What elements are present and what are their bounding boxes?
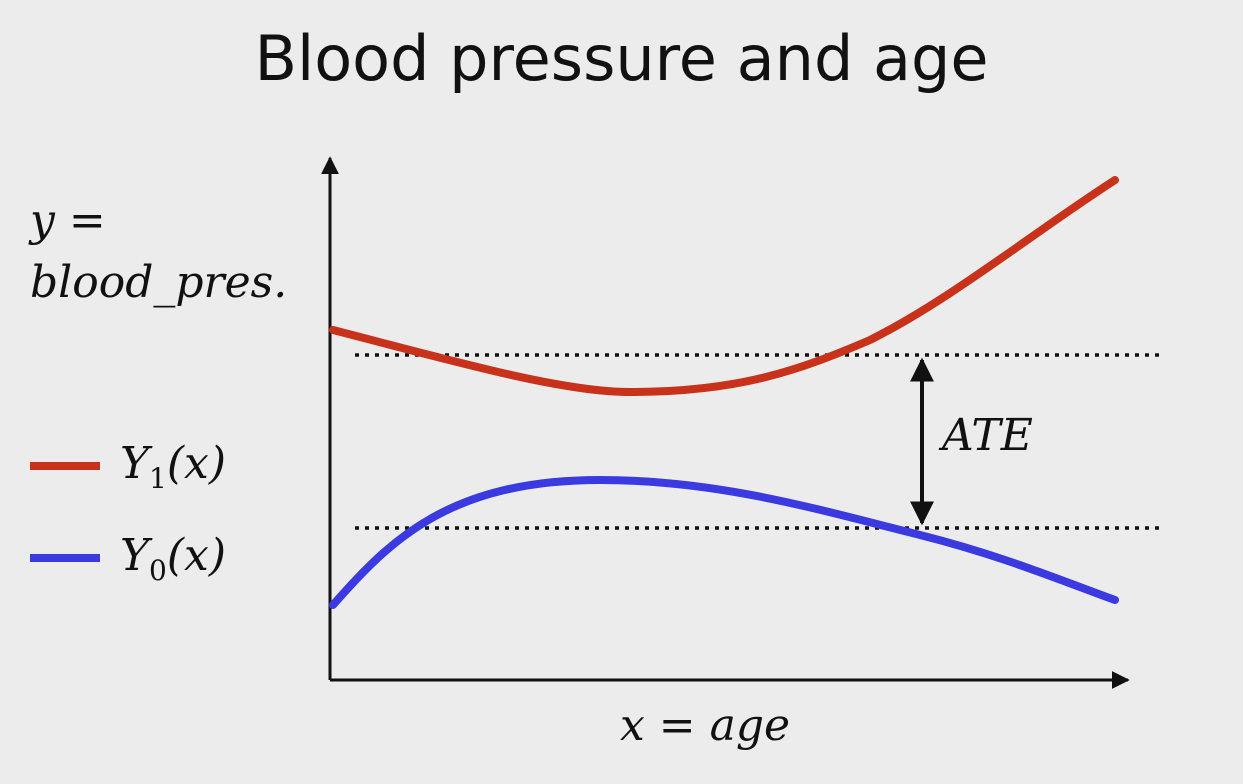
legend-item-y0: Y0(x) bbox=[30, 512, 226, 604]
y0-curve bbox=[329, 475, 1119, 609]
y-axis-label-line1: y = bbox=[30, 195, 106, 246]
y-axis-label-line2: blood_pres. bbox=[30, 257, 288, 308]
legend-swatch-y0 bbox=[30, 554, 100, 562]
ate-label: ATE bbox=[942, 410, 1033, 461]
legend-item-y1: Y1(x) bbox=[30, 420, 226, 512]
y-axis-label: y = blood_pres. bbox=[30, 190, 287, 314]
legend-label-y1: Y1(x) bbox=[120, 437, 227, 495]
legend: Y1(x) Y0(x) bbox=[30, 420, 226, 604]
y1-curve bbox=[329, 176, 1119, 397]
legend-label-y0: Y0(x) bbox=[120, 529, 227, 587]
x-axis-label: x = age bbox=[620, 700, 791, 751]
legend-swatch-y1 bbox=[30, 462, 100, 470]
page-title: Blood pressure and age bbox=[254, 22, 989, 95]
